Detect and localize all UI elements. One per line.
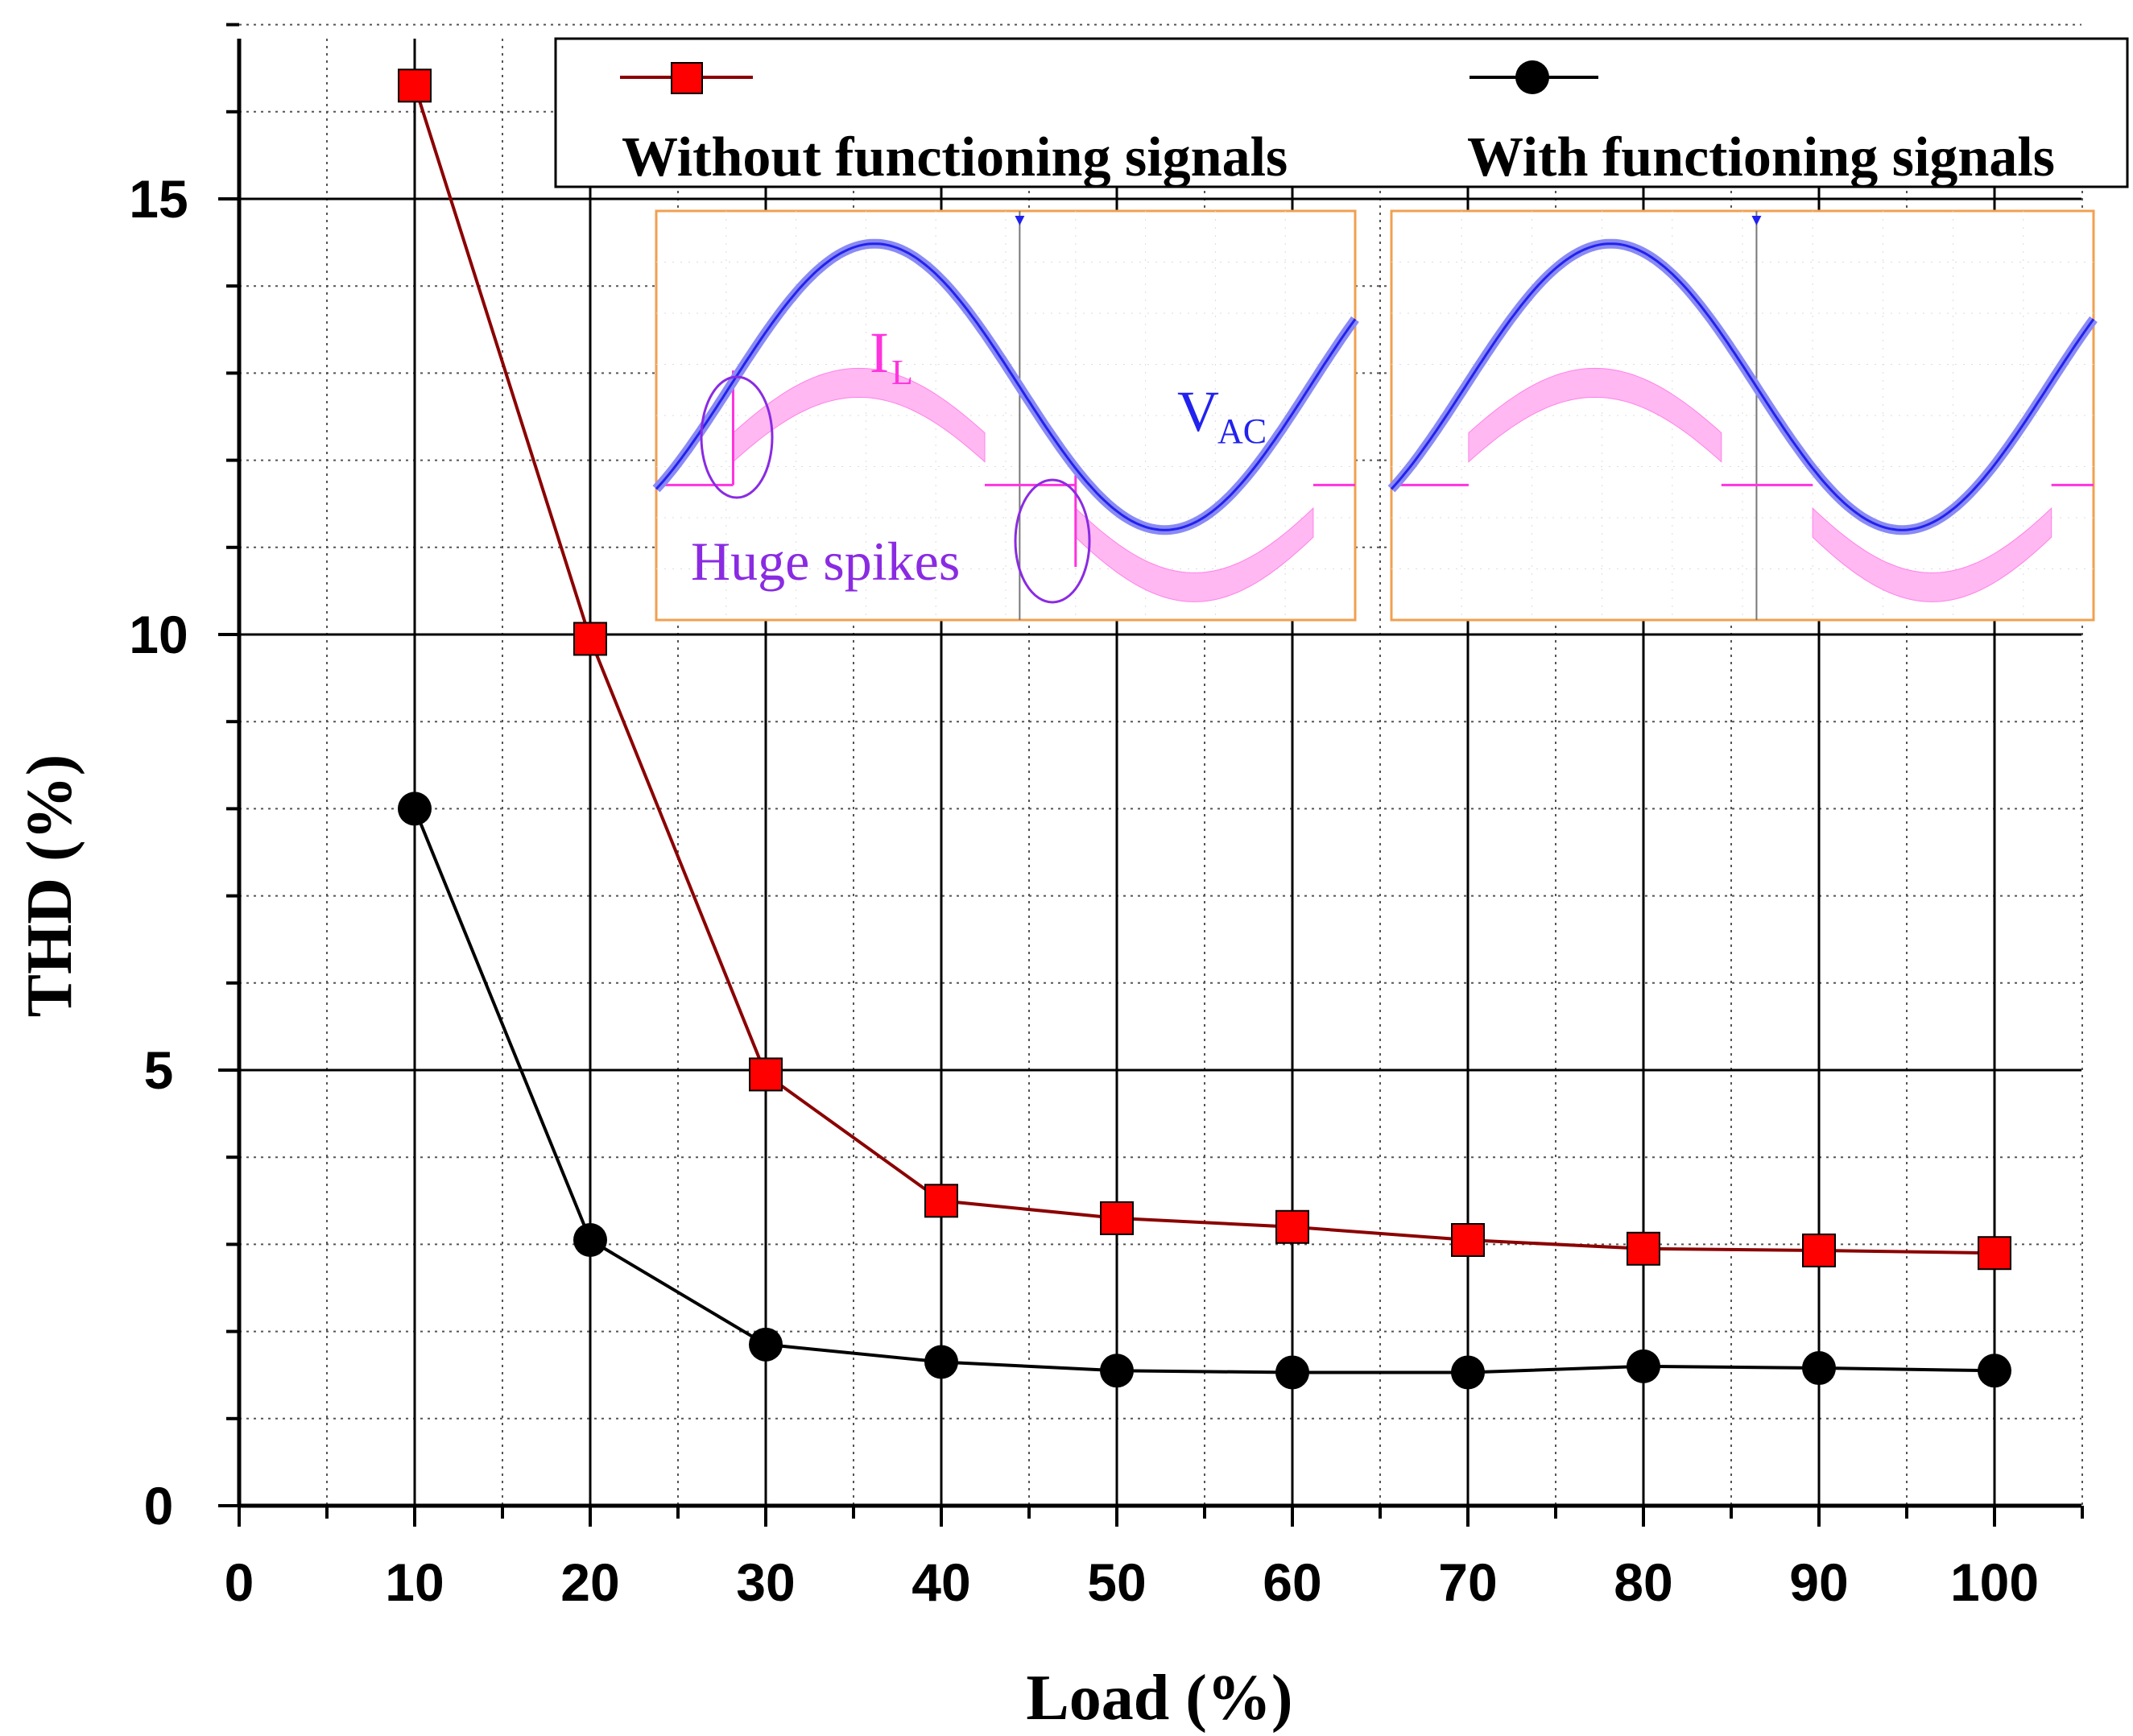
data-point-circle (573, 1222, 607, 1257)
series-line (413, 85, 1995, 1255)
x-tick-label: 80 (1614, 1552, 1672, 1612)
x-axis-title: Load (%) (1026, 1663, 1292, 1734)
axes: 0 10 20 30 40 50 60 70 80 90 100 0 5 10 15 (129, 23, 2084, 1612)
series-line (413, 808, 1995, 1374)
data-point-square (1100, 1201, 1134, 1235)
legend-label-with: With functioning signals (1467, 126, 2055, 188)
current-band-negative (1075, 506, 1314, 602)
y-tick-label: 15 (129, 169, 188, 229)
voltage-wave (1390, 242, 2095, 531)
data-series (398, 68, 2011, 1390)
y-tick-label: 10 (129, 605, 188, 664)
series-with-signals (398, 792, 2011, 1390)
data-point-square (1978, 1236, 2011, 1271)
legend-marker-circle (1515, 60, 1549, 94)
scope-trigger-marker (1015, 216, 1025, 225)
x-tick-label: 100 (1950, 1552, 2039, 1612)
voltage-wave (655, 242, 1357, 531)
data-point-circle (1451, 1355, 1485, 1390)
y-axis-title: THD (%) (14, 754, 85, 1018)
spike-highlight-ellipse (1014, 478, 1091, 604)
current-band-negative (1812, 506, 2052, 602)
oscilloscope-insets: I L VAC Huge spikes (652, 209, 2098, 622)
data-point-circle (1275, 1355, 1309, 1390)
x-tick-label: 30 (736, 1552, 795, 1612)
data-point-circle (1978, 1354, 2011, 1388)
data-point-square (1275, 1209, 1309, 1244)
data-point-circle (1802, 1351, 1836, 1386)
x-tick-label: 20 (560, 1552, 619, 1612)
voltage-label-subscript: AC (1217, 411, 1267, 451)
scope-inset-without-signals: I L VAC Huge spikes (652, 209, 1359, 622)
y-tick-label: 5 (144, 1040, 174, 1100)
x-tick-label: 0 (225, 1552, 254, 1612)
data-point-square (924, 1184, 958, 1218)
data-point-circle (1100, 1354, 1134, 1388)
current-band-positive (1468, 367, 1722, 463)
data-point-circle (749, 1327, 783, 1362)
x-tick-label: 50 (1087, 1552, 1146, 1612)
x-tick-label: 60 (1263, 1552, 1321, 1612)
current-label: I (870, 320, 889, 385)
legend: Without functioning signals With functio… (554, 37, 2129, 188)
data-point-circle (1627, 1349, 1660, 1383)
current-band-positive (733, 367, 986, 463)
data-point-square (573, 622, 607, 656)
legend-marker-square (671, 62, 703, 94)
voltage-label: V (1177, 379, 1219, 444)
data-point-square (1627, 1231, 1660, 1266)
legend-box (554, 37, 2129, 188)
data-point-circle (398, 792, 432, 826)
data-point-square (749, 1057, 783, 1092)
y-tick-label: 0 (144, 1476, 174, 1536)
series-without-signals (398, 68, 2011, 1271)
x-tick-label: 10 (385, 1552, 444, 1612)
data-point-square (398, 68, 432, 103)
x-tick-label: 40 (911, 1552, 970, 1612)
huge-spikes-annotation: Huge spikes (691, 531, 960, 592)
scope-inset-with-signals (1387, 209, 2098, 622)
scope-trigger-marker (1751, 216, 1762, 225)
data-point-circle (924, 1345, 958, 1379)
spike-highlight-ellipse (700, 375, 774, 499)
x-tick-label: 70 (1438, 1552, 1497, 1612)
legend-label-without: Without functioning signals (622, 126, 1288, 188)
current-label-subscript: L (891, 353, 913, 392)
data-point-square (1451, 1222, 1485, 1257)
x-tick-label: 90 (1789, 1552, 1848, 1612)
data-point-square (1802, 1233, 1836, 1267)
